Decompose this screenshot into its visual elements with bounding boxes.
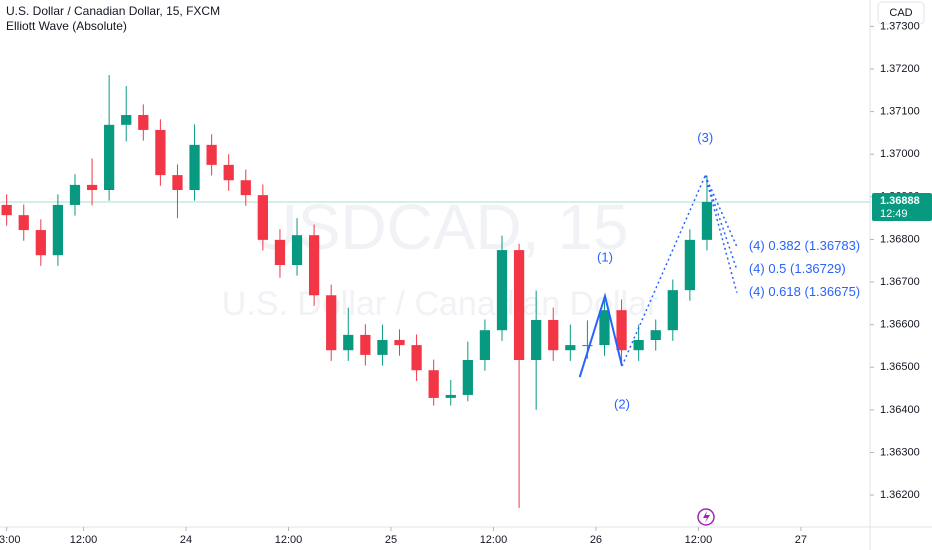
candle-body <box>52 204 64 256</box>
candle-body <box>684 239 696 291</box>
candle-body <box>189 144 200 191</box>
wave-label: (2) <box>614 396 630 411</box>
candle-body <box>565 345 576 351</box>
countdown-label: 12:49 <box>880 208 908 220</box>
candle-body <box>548 319 559 351</box>
candle-body <box>138 115 149 130</box>
candle-body <box>86 184 98 191</box>
plot-area <box>0 74 870 508</box>
y-tick-label: 1.36800 <box>880 233 920 245</box>
candle-body <box>411 345 422 371</box>
target-label: (4) 0.382 (1.36783) <box>749 238 860 253</box>
x-tick-label: 12:00 <box>480 534 508 546</box>
target-label: (4) 0.618 (1.36675) <box>749 284 860 299</box>
watermark-subtitle: U.S. Dollar / Canadian Dollar <box>222 285 659 323</box>
candle-body <box>104 124 115 191</box>
replay-icon[interactable] <box>697 508 715 526</box>
candle-body <box>667 290 678 331</box>
icon-circle[interactable] <box>697 508 715 526</box>
icon-bolt[interactable] <box>703 511 710 523</box>
currency-label[interactable]: CAD <box>889 7 912 19</box>
candle-body <box>445 394 456 398</box>
last-price-label: 1.36888 <box>880 195 920 207</box>
target-line <box>704 175 738 270</box>
candle-body <box>343 334 354 351</box>
candle-body <box>121 115 132 125</box>
x-tick-label: 03:00 <box>0 534 20 546</box>
chart-title: U.S. Dollar / Canadian Dollar, 15, FXCM <box>6 4 220 18</box>
candle-body <box>650 330 661 340</box>
currency-button[interactable] <box>877 1 925 25</box>
y-tick-label: 1.36200 <box>880 489 920 501</box>
candle-body <box>599 310 610 346</box>
candle-body <box>206 144 217 165</box>
candle-body <box>496 250 508 331</box>
wave-label: (1) <box>597 250 613 265</box>
candle-body <box>513 250 525 361</box>
indicator-name: Elliott Wave (Absolute) <box>6 19 127 33</box>
candle-body <box>394 339 405 346</box>
candle-body <box>18 215 29 231</box>
target-line <box>704 175 738 293</box>
y-tick-label: 1.37300 <box>880 20 920 32</box>
candle-body <box>633 339 644 351</box>
y-tick-label: 1.37100 <box>880 106 920 118</box>
candle-body <box>428 370 439 398</box>
candle-body <box>240 180 251 196</box>
y-tick-label: 1.37000 <box>880 148 920 160</box>
x-tick-label: 24 <box>180 534 192 546</box>
candle-body <box>257 195 268 240</box>
y-tick-label: 1.36500 <box>880 361 920 373</box>
candle-body <box>377 339 388 355</box>
candle-body <box>274 239 286 265</box>
candle-body <box>582 345 593 347</box>
candle-body <box>326 295 337 351</box>
candle-body <box>291 235 303 265</box>
candle-body <box>69 184 81 205</box>
candle-body <box>223 164 234 181</box>
x-tick-label: 12:00 <box>70 534 98 546</box>
candle-body <box>462 360 473 395</box>
y-tick-label: 1.37200 <box>880 63 920 75</box>
target-label: (4) 0.5 (1.36729) <box>749 261 846 276</box>
candle-body <box>616 310 627 351</box>
y-tick-label: 1.36400 <box>880 404 920 416</box>
x-tick-label: 26 <box>590 534 602 546</box>
x-tick-label: 12:00 <box>685 534 713 546</box>
x-tick-label: 12:00 <box>275 534 303 546</box>
y-tick-label: 1.36600 <box>880 319 920 331</box>
candle-body <box>172 175 183 191</box>
candle-body <box>479 330 491 361</box>
y-tick-label: 1.36300 <box>880 446 920 458</box>
candle-body <box>35 230 46 256</box>
y-tick-label: 1.36700 <box>880 276 920 288</box>
x-tick-label: 25 <box>385 534 397 546</box>
candle-body <box>531 319 542 361</box>
candle-body <box>155 129 166 176</box>
candle-body <box>1 204 12 216</box>
wave-impulse <box>578 292 623 378</box>
x-tick-label: 27 <box>795 534 807 546</box>
wave-label: (3) <box>697 130 713 145</box>
last-price-badge <box>872 192 932 221</box>
candle-body <box>701 201 713 240</box>
candle-body <box>308 235 320 296</box>
candle-body <box>360 334 371 355</box>
